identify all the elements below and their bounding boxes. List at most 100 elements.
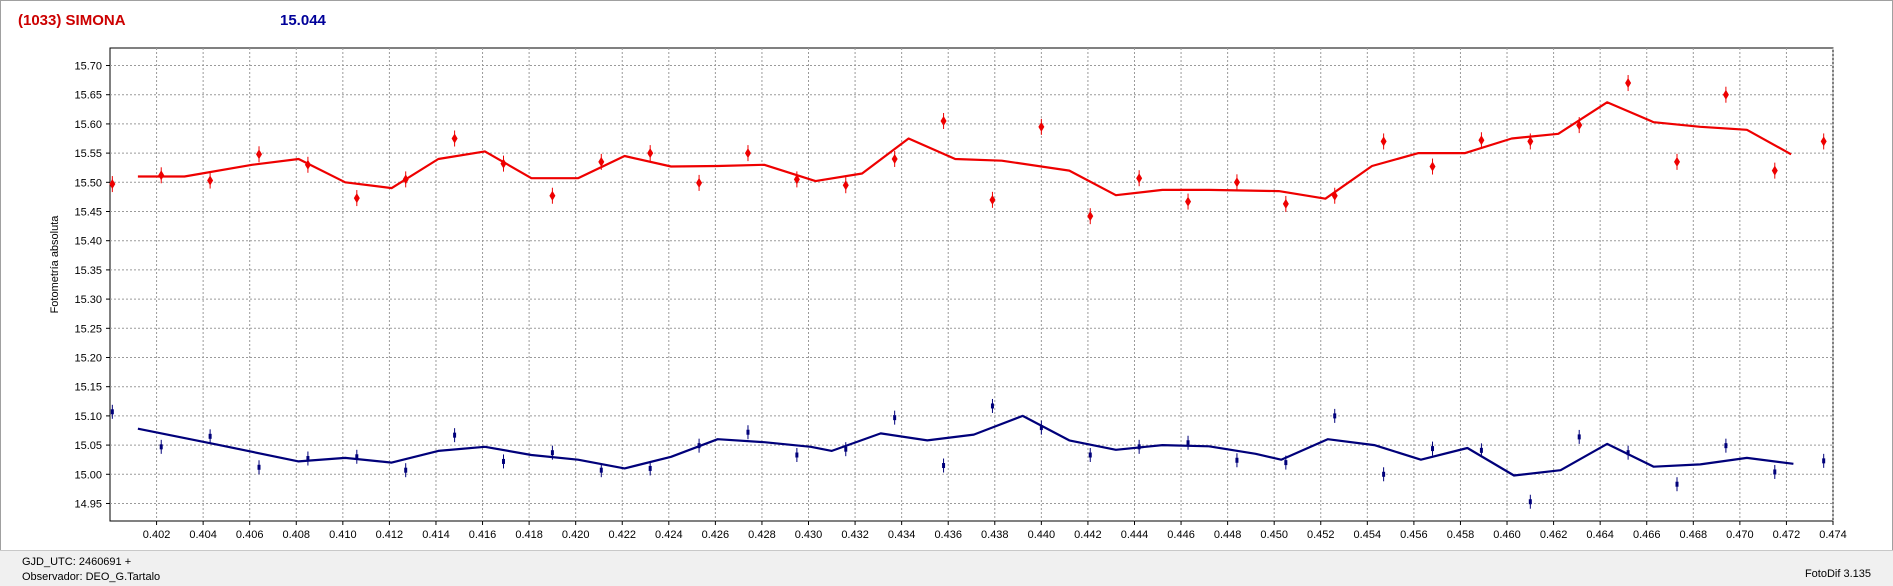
series-0-point bbox=[1137, 444, 1141, 450]
series-1-point bbox=[989, 194, 996, 205]
series-0-point bbox=[1724, 443, 1728, 449]
series-1-point bbox=[1282, 198, 1289, 209]
series-0-point bbox=[1431, 446, 1435, 452]
series-0-point bbox=[990, 403, 994, 409]
y-tick-label: 15.20 bbox=[74, 352, 102, 364]
x-tick-label: 0.448 bbox=[1214, 529, 1242, 541]
x-tick-label: 0.414 bbox=[422, 529, 450, 541]
x-tick-label: 0.450 bbox=[1260, 529, 1288, 541]
observer-label: Observador: DEO_G.Tartalo bbox=[22, 571, 161, 583]
x-tick-label: 0.462 bbox=[1540, 529, 1568, 541]
x-tick-label: 0.468 bbox=[1680, 529, 1708, 541]
series-1-point bbox=[1185, 196, 1192, 207]
series-1-point bbox=[207, 175, 214, 186]
series-0-point bbox=[208, 433, 212, 439]
series-1-point bbox=[1576, 120, 1583, 131]
lightcurve-chart: 0.402 0.404 0.406 0.408 0.410 0.412 0.414 0.416… bbox=[49, 47, 1847, 541]
x-tick-label: 0.460 bbox=[1493, 529, 1521, 541]
object-title: (1033) SIMONA bbox=[18, 12, 126, 29]
series-1-point bbox=[1820, 136, 1827, 147]
series-1-fit-line bbox=[137, 101, 1792, 200]
series-1-point bbox=[1673, 156, 1680, 167]
x-tick-label: 0.432 bbox=[841, 529, 869, 541]
x-tick-label: 0.408 bbox=[283, 529, 311, 541]
x-tick-label: 0.412 bbox=[376, 529, 404, 541]
x-tick-label: 0.416 bbox=[469, 529, 497, 541]
series-0-point bbox=[1088, 452, 1092, 458]
series-1-point bbox=[1478, 135, 1485, 146]
series-0-point bbox=[1479, 447, 1483, 453]
x-tick-label: 0.404 bbox=[189, 529, 217, 541]
series-0-point bbox=[1528, 499, 1532, 505]
series-0-fit-line bbox=[137, 414, 1794, 477]
magnitude-label: 15.044 bbox=[280, 12, 326, 29]
x-tick-label: 0.420 bbox=[562, 529, 590, 541]
series-0-point bbox=[501, 458, 505, 464]
series-0-point bbox=[599, 467, 603, 473]
y-tick-label: 14.95 bbox=[74, 498, 102, 510]
series-0-point bbox=[1773, 469, 1777, 475]
x-tick-label: 0.444 bbox=[1121, 529, 1149, 541]
series-0-point bbox=[257, 464, 261, 470]
series-1-point bbox=[256, 149, 263, 160]
y-tick-label: 15.05 bbox=[74, 440, 102, 452]
x-tick-label: 0.430 bbox=[795, 529, 823, 541]
status-footer: GJD_UTC: 2460691 + Observador: DEO_G.Tar… bbox=[0, 550, 1893, 586]
series-0-point bbox=[159, 444, 163, 450]
x-tick-label: 0.446 bbox=[1167, 529, 1195, 541]
series-0-point bbox=[844, 446, 848, 452]
series-1-point bbox=[696, 177, 703, 188]
plot-area bbox=[109, 47, 1834, 522]
y-tick-label: 15.00 bbox=[74, 469, 102, 481]
series-1-point bbox=[402, 174, 409, 185]
series-0-point bbox=[355, 454, 359, 460]
series-1-point bbox=[891, 153, 898, 164]
series-1-point bbox=[1087, 211, 1094, 222]
y-tick-label: 15.40 bbox=[74, 236, 102, 248]
series-0-point bbox=[942, 463, 946, 469]
x-tick-label: 0.440 bbox=[1028, 529, 1056, 541]
x-tick-label: 0.456 bbox=[1400, 529, 1428, 541]
series-1-point bbox=[451, 133, 458, 144]
series-0-point bbox=[1284, 460, 1288, 466]
series-1-point bbox=[158, 170, 165, 181]
y-tick-label: 15.55 bbox=[74, 148, 102, 160]
series-1-point bbox=[109, 179, 116, 190]
series-0-point bbox=[453, 432, 457, 438]
series-0-point bbox=[1577, 434, 1581, 440]
x-tick-label: 0.424 bbox=[655, 529, 683, 541]
series-0-point bbox=[1675, 481, 1679, 487]
x-tick-label: 0.410 bbox=[329, 529, 357, 541]
series-1-point bbox=[304, 159, 311, 170]
x-tick-label: 0.406 bbox=[236, 529, 264, 541]
software-version: FotoDif 3.135 bbox=[1804, 568, 1871, 580]
series-0-point bbox=[1039, 425, 1043, 431]
series-1-point bbox=[793, 174, 800, 185]
series-0-point bbox=[648, 465, 652, 471]
x-tick-label: 0.438 bbox=[981, 529, 1009, 541]
y-tick-label: 15.30 bbox=[74, 294, 102, 306]
y-tick-label: 15.35 bbox=[74, 265, 102, 277]
series-0-point bbox=[550, 450, 554, 456]
series-1-point bbox=[1233, 177, 1240, 188]
y-tick-label: 15.15 bbox=[74, 382, 102, 394]
x-tick-label: 0.464 bbox=[1586, 529, 1614, 541]
x-tick-label: 0.422 bbox=[608, 529, 636, 541]
series-0-point bbox=[1186, 440, 1190, 446]
series-0-point bbox=[110, 409, 114, 415]
series-0-point bbox=[795, 452, 799, 458]
x-tick-label: 0.474 bbox=[1819, 529, 1847, 541]
series-0-point bbox=[1235, 457, 1239, 463]
y-tick-label: 15.60 bbox=[74, 119, 102, 131]
series-1-point bbox=[500, 158, 507, 169]
series-1-point bbox=[1625, 78, 1632, 89]
gjd-label: GJD_UTC: 2460691 + bbox=[22, 556, 132, 568]
x-tick-label: 0.466 bbox=[1633, 529, 1661, 541]
x-tick-label: 0.442 bbox=[1074, 529, 1102, 541]
x-tick-label: 0.454 bbox=[1354, 529, 1382, 541]
y-tick-label: 15.10 bbox=[74, 411, 102, 423]
series-1-point bbox=[1038, 121, 1045, 132]
series-1-point bbox=[598, 156, 605, 167]
series-1-point bbox=[1331, 190, 1338, 201]
series-0-point bbox=[1822, 458, 1826, 464]
